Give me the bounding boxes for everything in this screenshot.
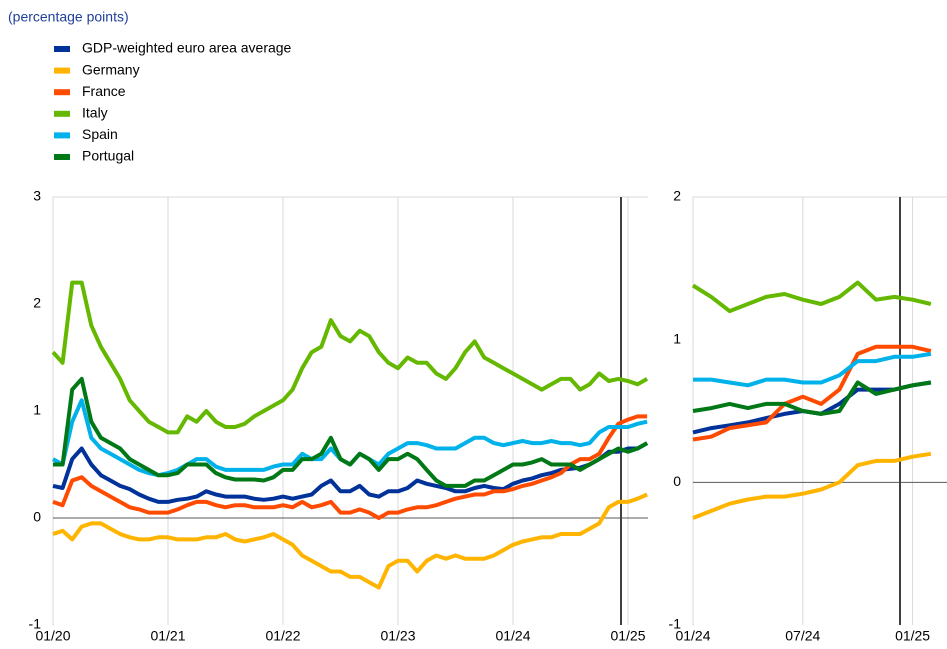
legend-swatch [54,67,70,74]
x-tick-label: 07/24 [785,628,820,644]
x-tick-label: 01/23 [380,628,415,644]
x-tick-label: 01/21 [150,628,185,644]
legend-swatch [54,154,70,160]
x-tick-label: 01/22 [265,628,300,644]
legend-swatch [54,89,70,96]
y-tick-label: 0 [33,509,41,525]
x-tick-label: 01/20 [35,628,70,644]
x-tick-label: 01/25 [895,628,930,644]
legend-label: Italy [82,105,108,121]
series-line [691,280,932,314]
y-tick-label: 2 [673,188,681,204]
x-tick-label: 01/25 [610,628,645,644]
x-tick-label: 01/24 [495,628,530,644]
series-line [52,492,648,590]
y-tick-label: 0 [673,473,681,489]
legend-label: France [82,83,126,99]
legend-swatch [54,46,70,52]
legend-swatch [54,110,70,117]
legend-label: GDP-weighted euro area average [82,40,292,56]
y-tick-label: -1 [29,616,42,632]
series-line [51,280,649,435]
y-tick-label: 1 [673,330,681,346]
y-tick-label: -1 [669,616,682,632]
series-line [53,376,649,488]
x-tick-label: 01/24 [675,628,710,644]
legend-label: Spain [82,126,118,142]
series-line [693,351,932,388]
y-tick-label: 3 [33,188,41,204]
series-line [52,414,648,520]
y-tick-label: 2 [33,295,41,311]
series-line [692,344,932,442]
legend-swatch [54,132,70,139]
legend-label: Portugal [82,148,134,164]
series-line [692,380,932,416]
series-line [52,441,649,504]
series-line [692,451,932,520]
y-tick-label: 1 [33,402,41,418]
legend-label: Germany [82,61,140,77]
subtitle: (percentage points) [8,9,129,25]
